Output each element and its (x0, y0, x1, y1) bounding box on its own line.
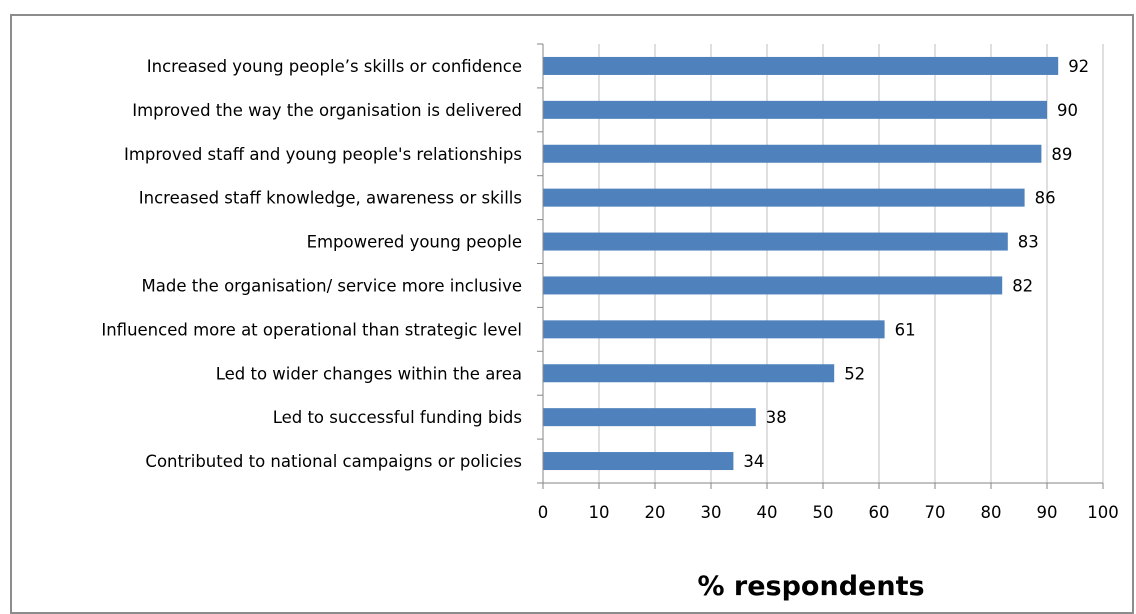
category-label: Made the organisation/ service more incl… (142, 276, 522, 295)
data-label: 89 (1051, 145, 1072, 164)
x-tick-label: 70 (925, 503, 946, 522)
category-label: Influenced more at operational than stra… (101, 320, 522, 339)
category-label: Contributed to national campaigns or pol… (145, 452, 522, 471)
x-tick-label: 80 (981, 503, 1002, 522)
category-label: Led to wider changes within the area (216, 364, 522, 383)
category-label: Led to successful funding bids (273, 408, 522, 427)
data-label: 86 (1035, 189, 1056, 208)
x-tick-label: 30 (701, 503, 722, 522)
category-label: Empowered young people (307, 233, 522, 252)
x-tick-label: 20 (645, 503, 666, 522)
category-label: Improved staff and young people's relati… (124, 145, 522, 164)
x-axis-title: % respondents (697, 571, 924, 602)
bar (543, 408, 756, 427)
bar (543, 232, 1008, 251)
data-label: 34 (743, 452, 764, 471)
category-label: Increased young people’s skills or confi… (147, 57, 522, 76)
x-tick-label: 90 (1037, 503, 1058, 522)
data-label: 83 (1018, 233, 1039, 252)
bar (543, 364, 835, 383)
x-tick-label: 10 (589, 503, 610, 522)
x-tick-label: 0 (538, 503, 549, 522)
bar (543, 144, 1042, 163)
category-label: Improved the way the organisation is del… (132, 101, 522, 120)
x-tick-label: 50 (813, 503, 834, 522)
data-label: 52 (844, 364, 865, 383)
data-label: 90 (1057, 101, 1078, 120)
axes (537, 43, 1104, 489)
data-label: 82 (1012, 276, 1033, 295)
data-label: 61 (895, 320, 916, 339)
labels: 0 10 20 30 40 50 60 70 80 90 100 92 Increased young … (101, 57, 1118, 522)
x-tick-label: 60 (869, 503, 890, 522)
x-tick-label: 40 (757, 503, 778, 522)
bar (543, 56, 1059, 75)
bar (543, 100, 1047, 119)
data-label: 38 (766, 408, 787, 427)
bar (543, 188, 1025, 207)
bars (543, 56, 1059, 471)
x-tick-label: 100 (1087, 503, 1119, 522)
bar (543, 276, 1003, 295)
bar (543, 452, 734, 471)
data-label: 92 (1068, 57, 1089, 76)
bar (543, 320, 885, 339)
category-label: Increased staff knowledge, awareness or … (139, 189, 522, 208)
